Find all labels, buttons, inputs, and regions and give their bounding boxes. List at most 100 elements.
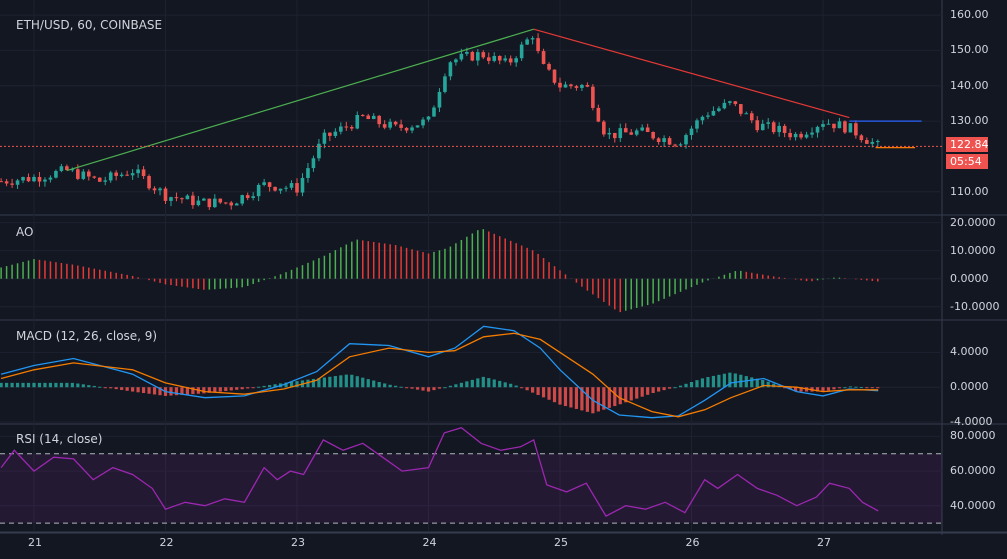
- macd-histogram-bar: [859, 387, 863, 389]
- candle-body: [547, 63, 551, 70]
- macd-histogram-bar: [531, 387, 535, 393]
- candle: [739, 104, 743, 117]
- macd-pane[interactable]: [0, 325, 880, 419]
- candle: [421, 117, 425, 129]
- candle: [629, 129, 634, 136]
- macd-histogram-bar: [706, 377, 710, 388]
- candle: [240, 194, 245, 206]
- macd-histogram-bar: [268, 385, 272, 388]
- candle: [432, 105, 436, 117]
- symbol-title: ETH/USD, 60, COINBASE: [16, 18, 163, 32]
- y-tick-label: 110.00: [950, 184, 989, 198]
- macd-histogram-bar: [585, 387, 589, 412]
- candle-body: [54, 170, 58, 178]
- macd-histogram-bar: [388, 384, 392, 388]
- macd-histogram-bar: [377, 382, 381, 388]
- candle: [234, 202, 239, 206]
- candle-body: [525, 39, 529, 45]
- macd-histogram-bar: [21, 382, 25, 388]
- candle-body: [130, 173, 135, 176]
- candle: [700, 115, 705, 125]
- candle: [695, 118, 699, 133]
- candle-body: [169, 197, 173, 201]
- candle-body: [311, 158, 316, 169]
- candle-body: [240, 195, 245, 204]
- y-tick-label: 10.0000: [950, 243, 996, 257]
- candle: [48, 175, 53, 183]
- candle: [476, 49, 480, 66]
- candle-body: [377, 115, 381, 125]
- candle: [684, 133, 688, 149]
- candle: [371, 113, 376, 120]
- candle: [169, 196, 173, 207]
- candle: [108, 170, 113, 183]
- macd-histogram-bar: [131, 387, 135, 392]
- candle: [147, 174, 151, 191]
- candle-body: [717, 108, 721, 111]
- macd-histogram-bar: [120, 387, 124, 390]
- candle-body: [289, 183, 294, 188]
- candle: [306, 162, 310, 183]
- candle-body: [678, 144, 683, 146]
- candle: [0, 178, 3, 183]
- macd-histogram-bar: [32, 382, 36, 388]
- candle-body: [854, 123, 858, 136]
- candle: [404, 127, 409, 134]
- macd-histogram-bar: [311, 378, 316, 388]
- candle-body: [470, 51, 475, 61]
- candle-body: [640, 127, 644, 131]
- macd-histogram-bar: [547, 387, 551, 400]
- macd-histogram-bar: [372, 380, 376, 388]
- candle: [349, 125, 354, 132]
- macd-histogram-bar: [744, 376, 748, 388]
- ao-pane[interactable]: [0, 229, 879, 313]
- candle: [10, 178, 14, 188]
- macd-histogram-bar: [629, 387, 633, 401]
- macd-histogram-bar: [492, 379, 496, 388]
- candle: [832, 123, 836, 133]
- macd-histogram-bar: [711, 375, 716, 388]
- candle: [793, 132, 798, 141]
- candle-body: [667, 138, 672, 145]
- candle-body: [366, 115, 371, 120]
- macd-histogram-bar: [152, 387, 157, 395]
- price-pane[interactable]: [0, 28, 942, 210]
- macd-histogram-bar: [306, 379, 310, 388]
- macd-histogram-bar: [520, 387, 524, 389]
- candle-body: [284, 187, 288, 189]
- candle: [15, 178, 20, 189]
- candle: [503, 55, 508, 63]
- macd-histogram-bar: [218, 387, 222, 392]
- candle: [618, 123, 623, 143]
- macd-histogram-bar: [624, 387, 628, 403]
- candle-body: [848, 123, 853, 133]
- candle-body: [673, 144, 677, 146]
- candle-body: [706, 115, 710, 117]
- macd-histogram-bar: [487, 378, 491, 388]
- candle: [37, 171, 42, 187]
- macd-histogram-bar: [426, 387, 431, 392]
- candle-body: [273, 186, 277, 191]
- candle: [43, 177, 47, 187]
- candle: [114, 170, 118, 181]
- macd-histogram-bar: [722, 373, 726, 388]
- candle-body: [333, 131, 338, 136]
- macd-histogram-bar: [141, 387, 146, 394]
- macd-histogram-bar: [76, 383, 80, 388]
- candle: [366, 113, 371, 120]
- candle: [377, 114, 381, 128]
- candle-body: [26, 177, 31, 182]
- candle: [202, 197, 206, 201]
- macd-histogram-bar: [158, 387, 162, 396]
- macd-histogram-bar: [235, 387, 239, 390]
- candle-body: [552, 69, 557, 83]
- rsi-pane[interactable]: [0, 426, 942, 524]
- candle: [59, 163, 64, 173]
- macd-histogram-bar: [202, 387, 206, 394]
- candle: [130, 169, 135, 180]
- candle: [602, 119, 606, 137]
- candle: [799, 131, 803, 140]
- candle: [782, 123, 787, 138]
- candle-body: [788, 132, 792, 138]
